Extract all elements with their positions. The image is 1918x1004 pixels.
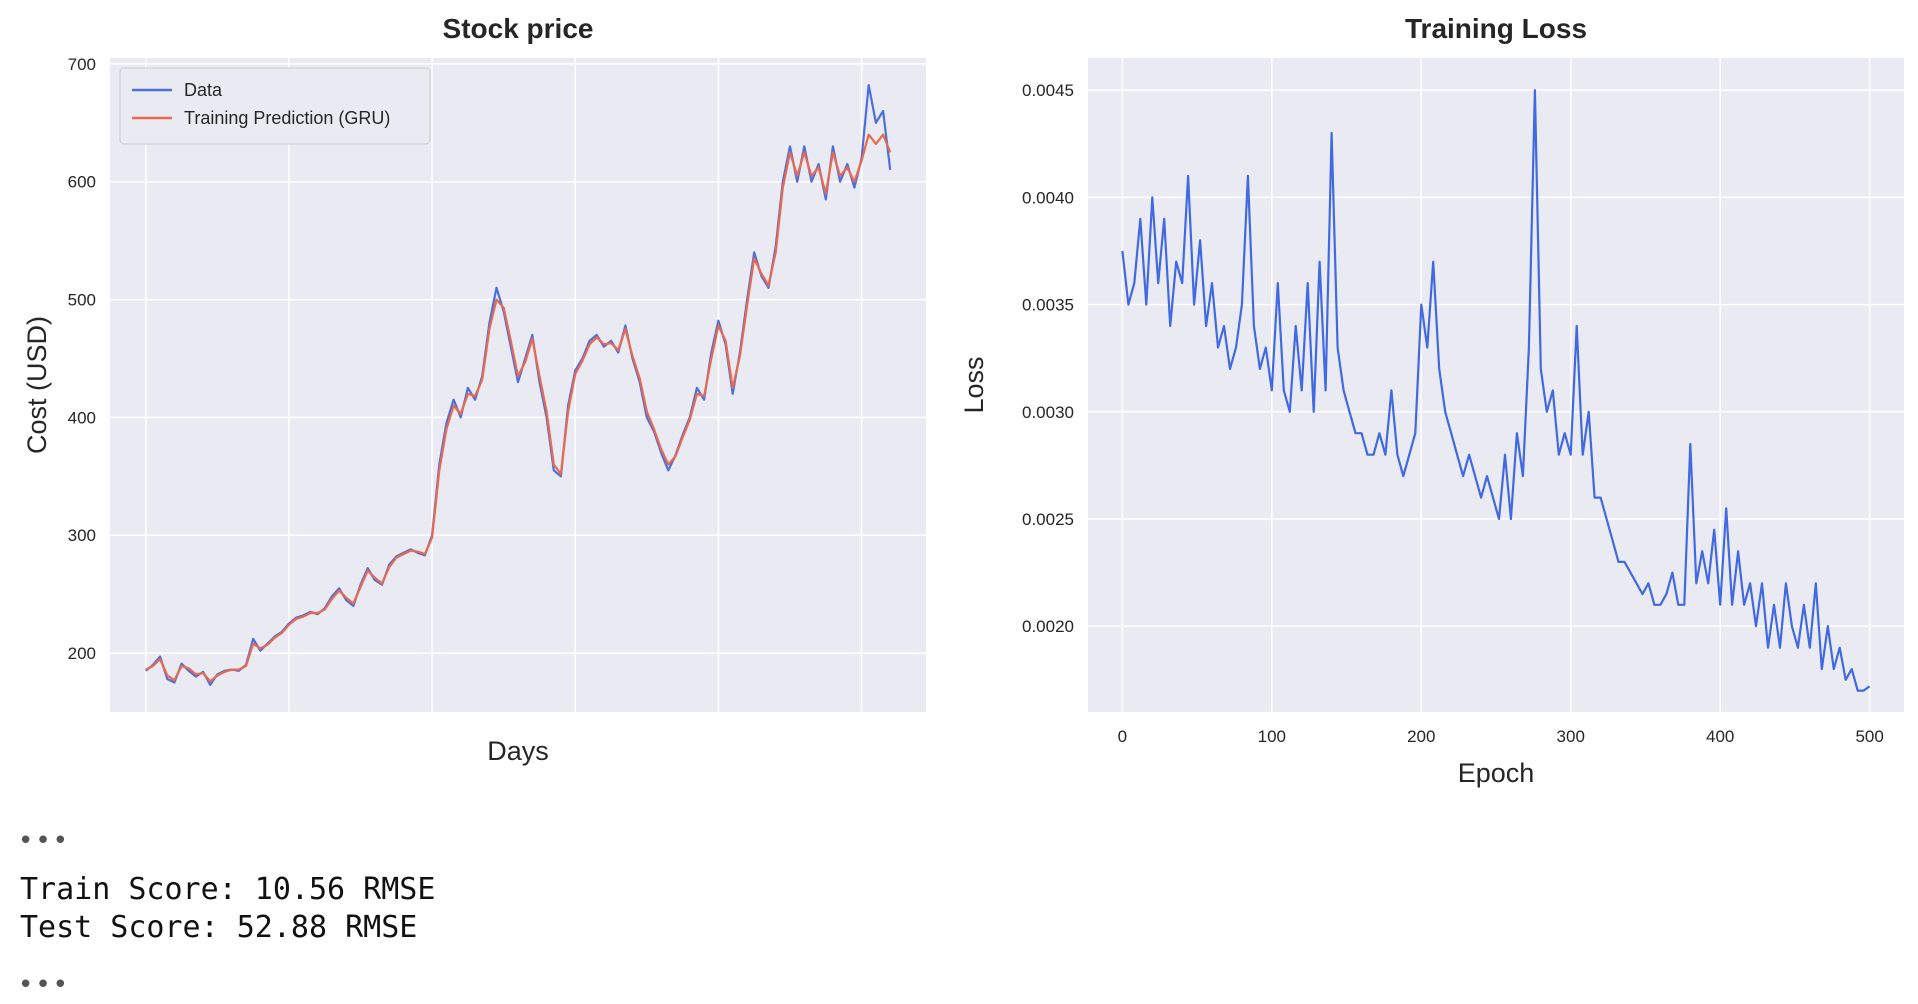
stock-price-chart: 200 300 400 500 600 700 Stock price Days Cost (U… bbox=[22, 13, 926, 766]
y-tick-label: 0.0035 bbox=[1022, 296, 1074, 315]
y-tick-label: 200 bbox=[68, 644, 96, 663]
y-tick-label: 700 bbox=[68, 55, 96, 74]
x-axis-label: Days bbox=[487, 736, 549, 766]
y-axis-label: Loss bbox=[959, 356, 989, 413]
legend: Data Training Prediction (GRU) bbox=[119, 67, 431, 145]
x-tick-label: 400 bbox=[1706, 727, 1734, 746]
x-tick-label: 0 bbox=[1118, 727, 1127, 746]
y-tick-label: 0.0045 bbox=[1022, 81, 1074, 100]
x-tick-label: 300 bbox=[1557, 727, 1585, 746]
x-tick-label: 200 bbox=[1407, 727, 1435, 746]
y-tick-label: 500 bbox=[68, 291, 96, 310]
y-tick-label: 0.0025 bbox=[1022, 510, 1074, 529]
chart-title: Stock price bbox=[443, 13, 594, 44]
legend-label: Training Prediction (GRU) bbox=[184, 108, 390, 128]
y-tick-label: 300 bbox=[68, 526, 96, 545]
y-tick-label: 0.0020 bbox=[1022, 617, 1074, 636]
y-tick-label: 400 bbox=[68, 408, 96, 427]
y-axis-label: Cost (USD) bbox=[22, 316, 52, 454]
training-loss-chart: 0.0020 0.0025 0.0030 0.0035 0.0040 0.0045 0 100… bbox=[959, 13, 1904, 788]
plot-area bbox=[110, 58, 926, 712]
y-tick-label: 600 bbox=[68, 173, 96, 192]
series-line-1 bbox=[1121, 89, 1871, 692]
legend-label: Data bbox=[184, 80, 223, 100]
y-tick-label: 0.0030 bbox=[1022, 403, 1074, 422]
test-score-text: Test Score: 52.88 RMSE bbox=[20, 910, 418, 945]
train-score-text: Train Score: 10.56 RMSE bbox=[20, 872, 436, 907]
x-axis-label: Epoch bbox=[1458, 758, 1535, 788]
plot-area bbox=[1088, 58, 1904, 712]
output-ellipsis-top: ••• bbox=[18, 826, 71, 856]
y-tick-label: 0.0040 bbox=[1022, 188, 1074, 207]
x-tick-label: 100 bbox=[1258, 727, 1286, 746]
chart-title: Training Loss bbox=[1405, 13, 1587, 44]
legend-box bbox=[119, 67, 431, 145]
series-line-2 bbox=[145, 133, 892, 683]
output-ellipsis-bottom: ••• bbox=[18, 970, 71, 1000]
x-tick-label: 500 bbox=[1855, 727, 1883, 746]
